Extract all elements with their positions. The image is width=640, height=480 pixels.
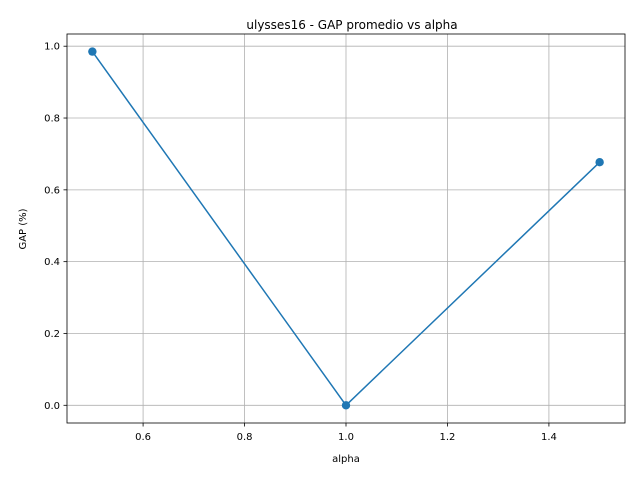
x-tick-label: 1.4	[541, 432, 557, 443]
y-axis-label: GAP (%)	[18, 208, 29, 249]
y-tick-label: 1.0	[44, 42, 60, 53]
x-tick-label: 0.8	[237, 432, 253, 443]
data-point	[595, 157, 604, 167]
y-tick-label: 0.0	[44, 401, 60, 412]
x-tick-label: 1.2	[440, 432, 456, 443]
x-tick-label: 1.0	[338, 432, 354, 443]
data-point	[341, 401, 351, 410]
series-layer	[88, 47, 604, 410]
x-tick-label: 0.6	[135, 432, 151, 443]
ticks: 0.6 0.8 1.0 1.2 1.4 0.0 0.2 0.4 0.6 0.8 1.0	[44, 42, 557, 443]
y-tick-label: 0.2	[44, 329, 60, 340]
data-point	[88, 47, 97, 56]
x-axis-label: alpha	[332, 454, 360, 465]
chart-title: ulysses16 - GAP promedio vs alpha	[246, 18, 457, 32]
y-tick-label: 0.6	[44, 185, 60, 196]
y-tick-label: 0.4	[44, 257, 60, 268]
y-tick-label: 0.8	[44, 114, 60, 125]
